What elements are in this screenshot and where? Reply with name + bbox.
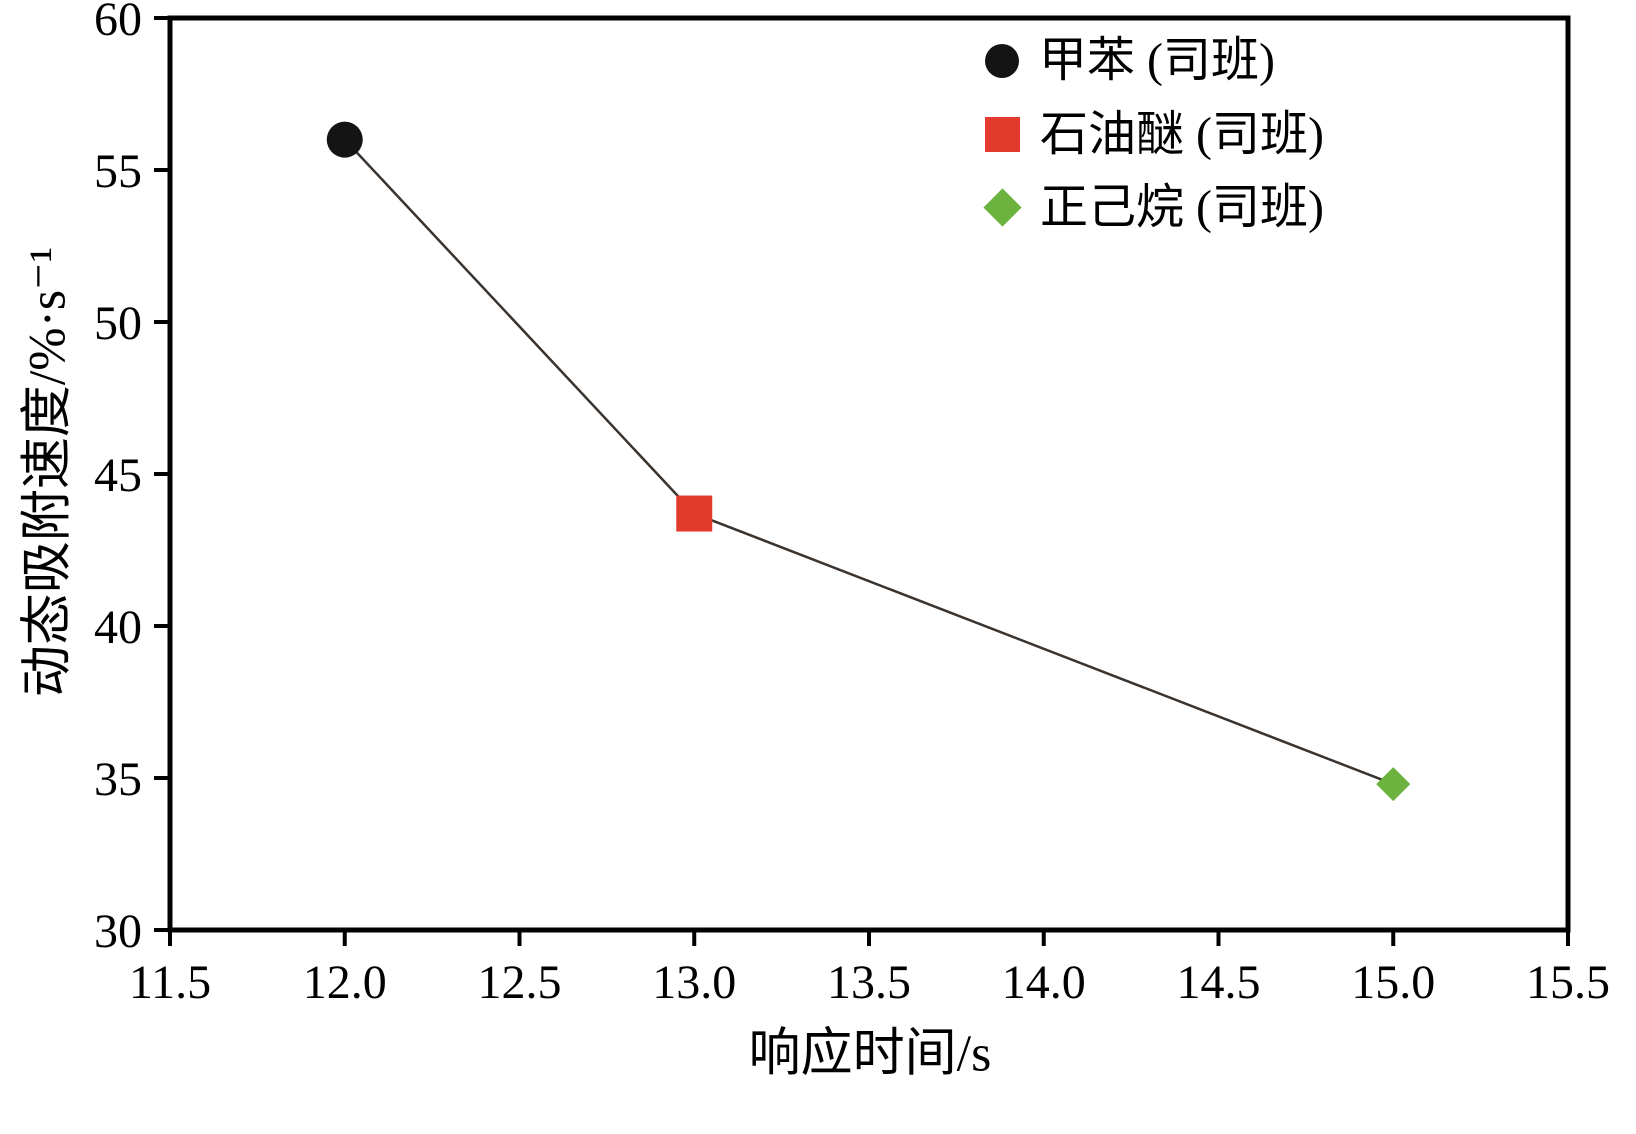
svg-text:55: 55 <box>94 145 142 198</box>
svg-text:14.0: 14.0 <box>1002 956 1086 1009</box>
legend-item-toluene: 甲苯 (司班) <box>985 32 1324 90</box>
square-marker-icon <box>985 116 1020 152</box>
svg-text:50: 50 <box>94 297 142 350</box>
legend-item-label: 甲苯 (司班) <box>1039 34 1275 87</box>
data-points <box>326 121 1411 802</box>
y-axis-label: 动态吸附速度/%·s⁻¹ <box>19 246 77 698</box>
legend-item-petroleum-ether: 石油醚 (司班) <box>985 106 1324 164</box>
svg-text:11.5: 11.5 <box>129 956 211 1009</box>
svg-text:60: 60 <box>94 0 142 46</box>
svg-text:13.5: 13.5 <box>827 956 911 1009</box>
data-point-square <box>676 495 713 532</box>
circle-marker-icon <box>985 43 1019 78</box>
svg-text:12.5: 12.5 <box>478 956 562 1009</box>
svg-text:12.0: 12.0 <box>303 956 387 1009</box>
svg-text:35: 35 <box>94 753 142 806</box>
legend-item-label: 正己烷 (司班) <box>1040 181 1324 235</box>
legend: 甲苯 (司班) 石油醚 (司班) 正己烷 (司班) <box>983 32 1324 237</box>
diamond-marker-icon <box>983 188 1022 228</box>
svg-text:45: 45 <box>94 449 142 502</box>
data-point-circle <box>326 121 363 158</box>
svg-text:13.0: 13.0 <box>652 956 736 1009</box>
svg-text:15.0: 15.0 <box>1351 956 1435 1009</box>
svg-text:14.5: 14.5 <box>1177 956 1261 1009</box>
legend-item-n-hexane: 正己烷 (司班) <box>983 179 1324 237</box>
legend-item-label: 石油醚 (司班) <box>1040 107 1324 161</box>
plot-frame <box>167 15 1571 933</box>
svg-text:15.5: 15.5 <box>1526 956 1610 1009</box>
x-axis-label: 响应时间/s <box>748 1025 992 1083</box>
svg-text:40: 40 <box>94 601 142 654</box>
y-axis-ticks: 30 35 40 45 50 55 60 <box>94 0 170 958</box>
svg-text:30: 30 <box>94 905 142 958</box>
data-point-diamond <box>1376 767 1411 802</box>
x-axis-ticks: 11.5 12.0 12.5 13.0 13.5 14.0 14.5 15.0 15.5 <box>129 930 1610 1009</box>
